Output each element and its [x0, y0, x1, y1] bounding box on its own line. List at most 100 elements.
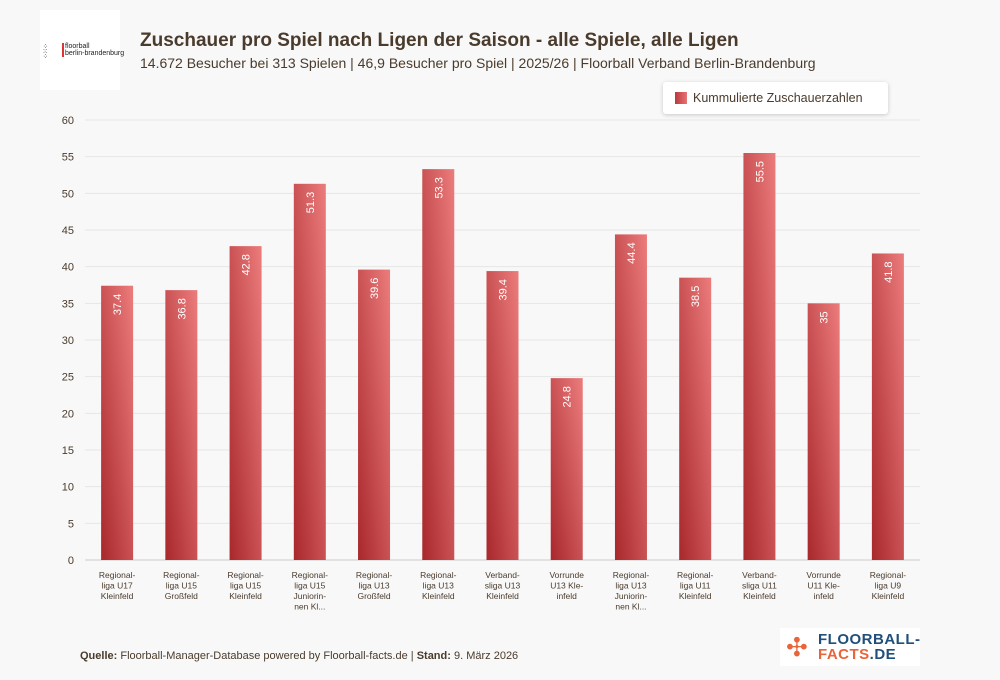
x-tick-label: liga U11: [680, 581, 711, 591]
y-tick-label: 20: [62, 408, 74, 420]
x-tick-label: nen Kl...: [294, 602, 325, 612]
x-tick-label: Verband-: [742, 570, 777, 580]
x-tick-label: Juniorin-: [615, 591, 648, 601]
x-tick-label: Kleinfeld: [486, 591, 519, 601]
x-tick-label: liga U13: [615, 581, 646, 591]
data-label: 24.8: [562, 386, 574, 407]
source-label: Quelle:: [80, 650, 118, 662]
bar[interactable]: [614, 234, 647, 560]
x-tick-label: Verband-: [485, 570, 520, 580]
chart-title: Zuschauer pro Spiel nach Ligen der Saiso…: [140, 30, 739, 51]
y-tick-label: 25: [62, 372, 74, 384]
x-tick-label: liga U13: [423, 581, 454, 591]
x-tick-label: sliga U11: [742, 581, 777, 591]
x-tick-label: Kleinfeld: [872, 591, 905, 601]
brand-line1: FLOORBALL-: [818, 631, 921, 648]
bar[interactable]: [229, 246, 262, 560]
x-tick-label: Vorrunde: [549, 570, 584, 580]
x-tick-label: Kleinfeld: [679, 591, 712, 601]
legend-label: Kummulierte Zuschauerzahlen: [693, 91, 863, 105]
y-tick-label: 45: [62, 225, 74, 237]
x-tick-label: Vorrunde: [806, 570, 841, 580]
data-label: 39.4: [498, 279, 510, 300]
source-footer: Quelle: Floorball-Manager-Database power…: [80, 650, 518, 662]
y-tick-label: 60: [62, 115, 74, 127]
data-label: 35: [819, 311, 831, 323]
x-tick-label: liga U9: [875, 581, 902, 591]
x-tick-label: liga U13: [358, 581, 389, 591]
bar[interactable]: [422, 169, 455, 560]
x-tick-label: liga U15: [230, 581, 261, 591]
x-tick-label: Juniorin-: [294, 591, 327, 601]
bar[interactable]: [807, 303, 840, 560]
y-tick-label: 40: [62, 262, 74, 274]
y-tick-label: 30: [62, 335, 74, 347]
x-tick-label: Regional-: [292, 570, 329, 580]
bar[interactable]: [358, 269, 391, 560]
x-tick-label: Kleinfeld: [229, 591, 262, 601]
x-tick-label: Großfeld: [165, 591, 198, 601]
brand-line2b: .DE: [869, 646, 897, 663]
logo-text: floorball berlin-brandenburg: [62, 43, 124, 57]
data-label: 39.6: [369, 278, 381, 299]
floorball-facts-logo: ✣ FLOORBALL- FACTS.DE: [780, 628, 920, 666]
data-label: 55.5: [754, 161, 766, 182]
y-tick-label: 15: [62, 445, 74, 457]
bar[interactable]: [293, 183, 326, 561]
x-tick-label: Regional-: [613, 570, 650, 580]
y-tick-label: 55: [62, 152, 74, 164]
x-tick-label: liga U17: [102, 581, 133, 591]
x-tick-label: liga U15: [166, 581, 197, 591]
x-tick-label: infeld: [557, 591, 578, 601]
data-label: 44.4: [626, 242, 638, 263]
x-tick-label: Kleinfeld: [101, 591, 134, 601]
x-tick-label: Regional-: [870, 570, 907, 580]
bar[interactable]: [101, 285, 134, 560]
x-tick-label: Regional-: [420, 570, 457, 580]
x-tick-label: infeld: [813, 591, 834, 601]
x-tick-label: Kleinfeld: [422, 591, 455, 601]
y-tick-label: 35: [62, 298, 74, 310]
x-tick-label: Regional-: [356, 570, 393, 580]
x-tick-label: Regional-: [163, 570, 200, 580]
y-tick-label: 10: [62, 482, 74, 494]
x-tick-label: Kleinfeld: [743, 591, 776, 601]
data-label: 36.8: [176, 298, 188, 319]
x-tick-label: Großfeld: [357, 591, 390, 601]
y-tick-label: 5: [68, 518, 74, 530]
x-tick-label: Regional-: [227, 570, 264, 580]
brand-line2a: FACTS: [818, 646, 870, 663]
x-tick-label: nen Kl...: [615, 602, 646, 612]
x-tick-label: U11 Kle-: [807, 581, 840, 591]
y-tick-label: 50: [62, 188, 74, 200]
x-tick-label: liga U15: [294, 581, 325, 591]
x-tick-label: sliga U13: [485, 581, 521, 591]
chart-legend[interactable]: Kummulierte Zuschauerzahlen: [663, 82, 888, 114]
bar[interactable]: [550, 378, 583, 560]
data-label: 53.3: [433, 177, 445, 198]
logo-dots-icon: ·:·:·: ·:·: [43, 43, 48, 60]
x-tick-label: U13 Kle-: [550, 581, 583, 591]
bar[interactable]: [743, 153, 776, 560]
pinwheel-icon: ✣: [786, 632, 808, 662]
data-label: 41.8: [883, 261, 895, 282]
x-tick-label: Regional-: [99, 570, 136, 580]
data-label: 42.8: [241, 254, 253, 275]
date-label: Stand:: [416, 650, 451, 662]
data-label: 37.4: [112, 294, 124, 315]
date-text: 9. März 2026: [450, 650, 519, 662]
data-label: 38.5: [690, 286, 702, 307]
bar[interactable]: [871, 253, 904, 560]
chart-subtitle: 14.672 Besucher bei 313 Spielen | 46,9 B…: [140, 55, 816, 71]
y-tick-label: 0: [68, 555, 74, 567]
bar[interactable]: [165, 290, 198, 560]
brand-text: FLOORBALL- FACTS.DE: [818, 632, 920, 662]
bar[interactable]: [486, 271, 519, 560]
federation-logo: ·:·:·: ·:· floorball berlin-brandenburg: [40, 10, 124, 90]
data-label: 51.3: [305, 192, 317, 213]
source-text: Floorball-Manager-Database powered by Fl…: [117, 650, 417, 662]
x-tick-label: Regional-: [677, 570, 714, 580]
bar[interactable]: [679, 277, 712, 560]
legend-swatch: [675, 92, 687, 104]
